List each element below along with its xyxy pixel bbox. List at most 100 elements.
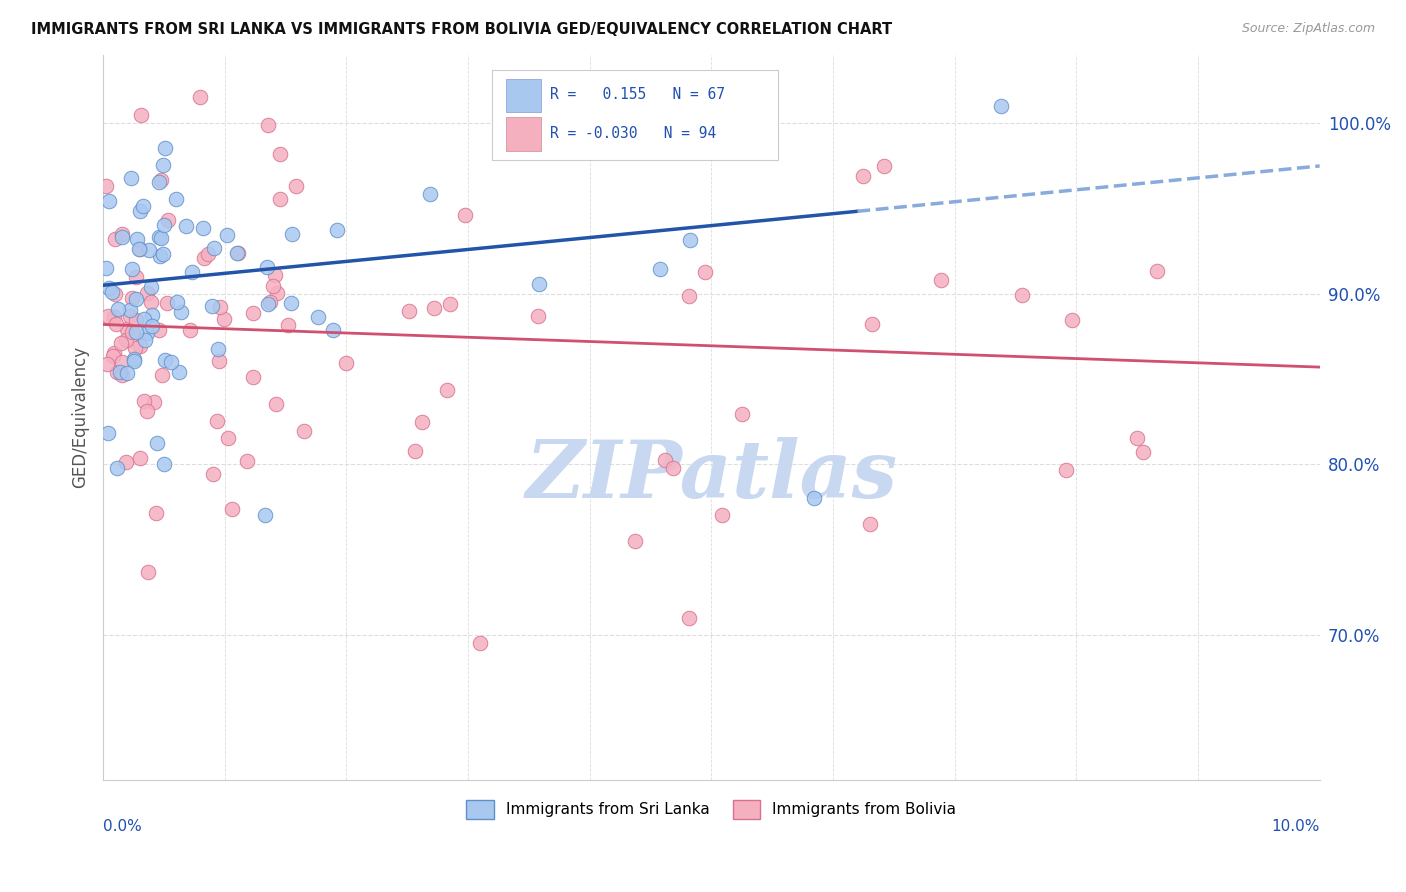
Point: [201, 467, 224, 481]
Point: [131, 198, 153, 212]
Point: [128, 242, 150, 256]
Point: [134, 333, 156, 347]
Point: [325, 222, 347, 236]
Point: [212, 312, 235, 326]
Point: [294, 424, 316, 438]
Point: [678, 289, 700, 303]
Point: [153, 457, 176, 471]
Point: [662, 461, 685, 475]
Point: [129, 339, 152, 353]
Point: [205, 414, 228, 428]
Point: [103, 310, 125, 324]
Point: [134, 311, 156, 326]
Point: [181, 265, 204, 279]
Point: [110, 230, 132, 244]
Point: [929, 273, 952, 287]
Point: [107, 302, 129, 317]
Point: [225, 246, 247, 260]
Point: [94, 260, 117, 275]
Point: [152, 246, 174, 260]
Point: [141, 294, 163, 309]
Point: [101, 349, 124, 363]
Point: [135, 285, 157, 300]
Point: [404, 443, 426, 458]
Point: [124, 326, 146, 340]
Point: [280, 227, 302, 241]
Point: [1132, 445, 1154, 459]
Point: [170, 305, 193, 319]
Point: [125, 313, 148, 327]
Point: [152, 159, 174, 173]
Text: ZIPatlas: ZIPatlas: [526, 436, 897, 514]
Point: [1054, 463, 1077, 477]
Point: [121, 291, 143, 305]
Point: [136, 326, 159, 340]
Point: [165, 193, 187, 207]
Point: [125, 293, 148, 307]
Point: [143, 395, 166, 409]
Point: [1125, 431, 1147, 445]
Point: [134, 394, 156, 409]
Point: [678, 610, 700, 624]
Point: [97, 194, 120, 208]
Point: [97, 281, 120, 295]
Point: [97, 309, 120, 323]
Point: [156, 295, 179, 310]
Point: [101, 285, 124, 300]
Point: [193, 251, 215, 265]
Point: [157, 212, 180, 227]
Point: [990, 99, 1012, 113]
Point: [149, 249, 172, 263]
Point: [217, 227, 239, 242]
Point: [1011, 288, 1033, 302]
Point: [269, 146, 291, 161]
Point: [148, 323, 170, 337]
Point: [188, 90, 211, 104]
Point: [648, 262, 671, 277]
Point: [124, 270, 146, 285]
Point: [148, 230, 170, 244]
Point: [167, 366, 190, 380]
Point: [436, 383, 458, 397]
Point: [873, 159, 896, 173]
Point: [439, 297, 461, 311]
Point: [266, 285, 288, 300]
Point: [104, 287, 127, 301]
Point: [120, 310, 142, 324]
Point: [115, 455, 138, 469]
Point: [860, 317, 883, 331]
Point: [166, 294, 188, 309]
Point: [141, 319, 163, 334]
Text: IMMIGRANTS FROM SRI LANKA VS IMMIGRANTS FROM BOLIVIA GED/EQUIVALENCY CORRELATION: IMMIGRANTS FROM SRI LANKA VS IMMIGRANTS …: [31, 22, 891, 37]
Point: [204, 241, 226, 255]
Text: 10.0%: 10.0%: [1271, 820, 1320, 835]
Point: [96, 357, 118, 371]
Point: [122, 354, 145, 368]
Point: [139, 280, 162, 294]
Point: [141, 309, 163, 323]
Point: [128, 451, 150, 466]
Point: [284, 178, 307, 193]
Point: [136, 565, 159, 579]
Point: [129, 203, 152, 218]
Point: [1146, 264, 1168, 278]
Point: [852, 169, 875, 183]
Point: [242, 306, 264, 320]
Point: [148, 175, 170, 189]
Point: [1060, 312, 1083, 326]
Point: [623, 533, 645, 548]
Point: [121, 261, 143, 276]
Point: [803, 491, 825, 506]
Point: [200, 299, 222, 313]
Point: [193, 221, 215, 235]
Point: [221, 501, 243, 516]
Y-axis label: GED/Equivalency: GED/Equivalency: [72, 346, 89, 489]
Text: R =   0.155   N = 67: R = 0.155 N = 67: [550, 87, 724, 103]
Point: [264, 397, 287, 411]
Point: [110, 365, 132, 379]
Point: [419, 187, 441, 202]
Text: R = -0.030   N = 94: R = -0.030 N = 94: [550, 126, 716, 141]
Point: [129, 242, 152, 256]
Point: [208, 353, 231, 368]
Point: [280, 296, 302, 310]
